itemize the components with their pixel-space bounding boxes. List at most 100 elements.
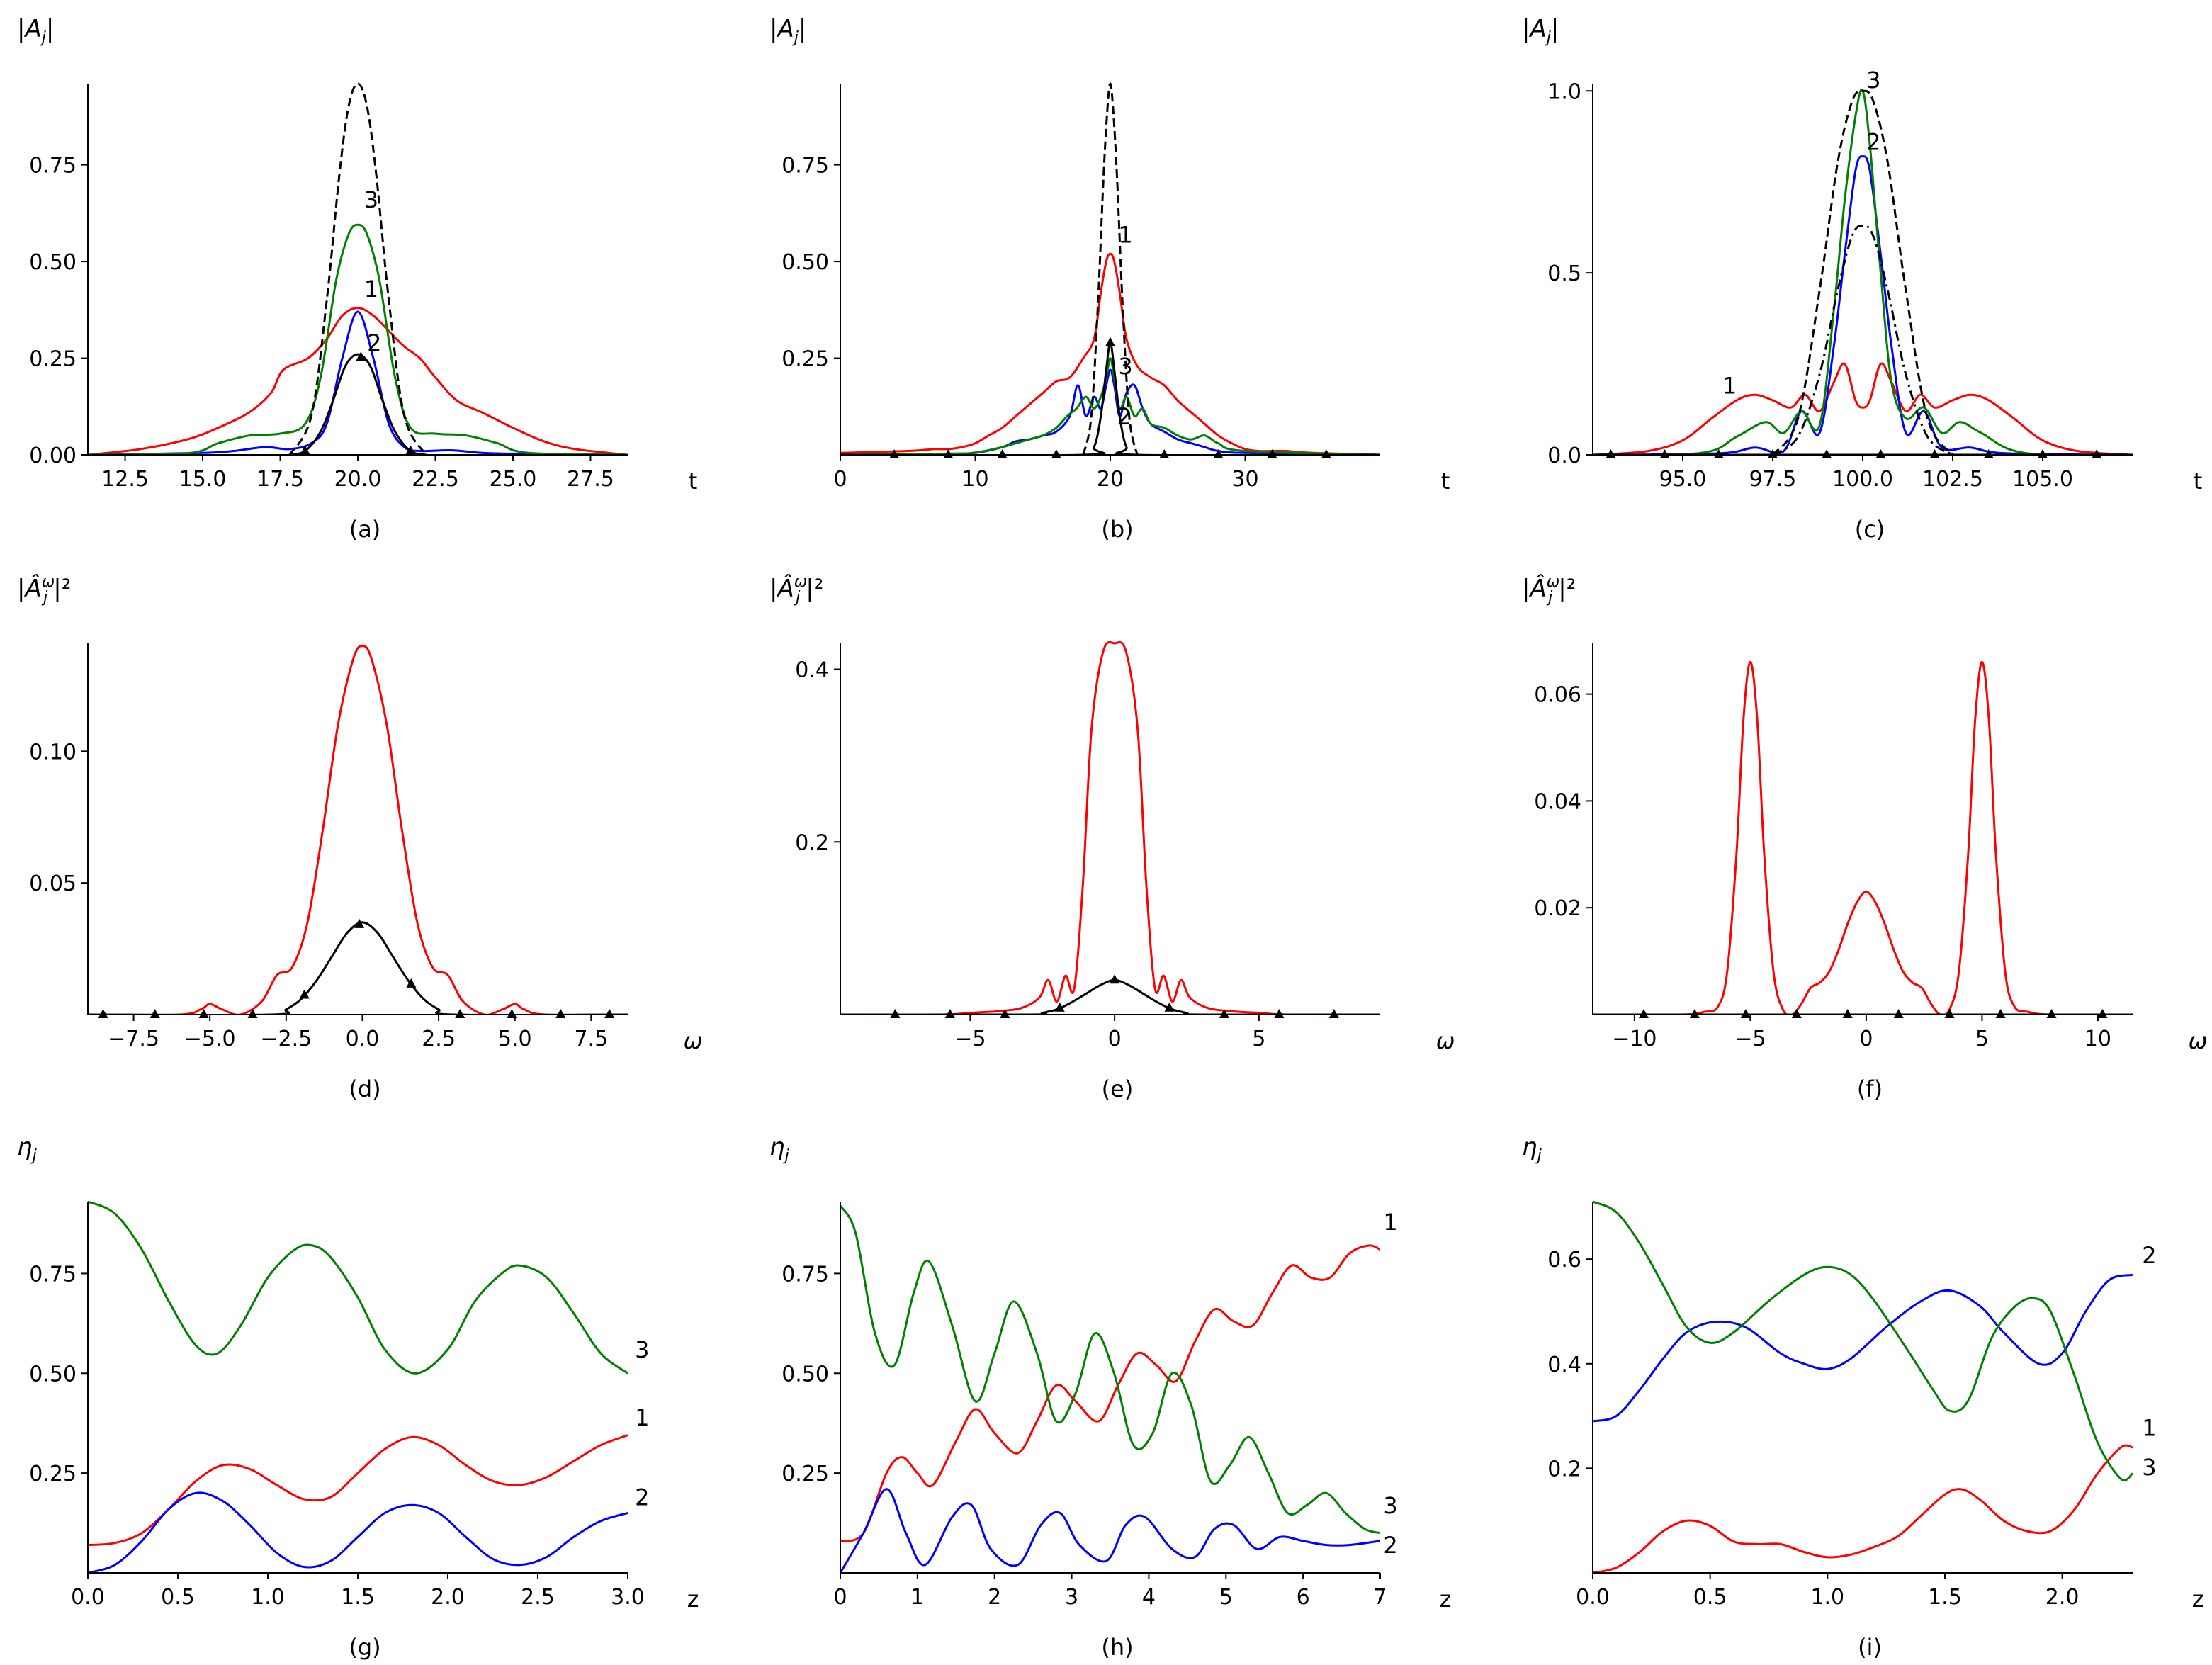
triangle-marker-e-1: [944, 1009, 955, 1018]
curve-label-3: 3: [1866, 67, 1880, 94]
curve-label-3: 3: [1118, 353, 1132, 380]
panel-caption: (a): [349, 516, 381, 543]
y-tick-label: 0.75: [29, 1262, 77, 1287]
x-tick-label: −10: [1612, 1027, 1657, 1051]
series-line-b-0: [840, 252, 1380, 455]
series-line-c-3: [1771, 89, 1954, 455]
curve-label-1: 1: [364, 276, 378, 303]
x-tick-label: 105.0: [2012, 467, 2073, 492]
curve-label-1: 1: [1722, 373, 1737, 400]
panel-caption: (f): [1857, 1076, 1883, 1102]
triangle-marker-b-7: [1267, 449, 1277, 458]
series-line-e-0: [840, 640, 1380, 1015]
y-axis-label: |Aj|: [1522, 15, 1559, 47]
x-tick-label: 2.0: [431, 1585, 465, 1610]
x-axis-label: t: [689, 468, 698, 495]
x-tick-label: 0.5: [1693, 1585, 1727, 1610]
y-tick-label: 0.5: [1547, 261, 1581, 286]
series-line-h-0: [840, 1244, 1380, 1542]
x-tick-label: 0: [1108, 1027, 1122, 1051]
chart-panel-c: 95.0 97.5 100.0 102.5 105.0 0.0 0.5 1.0 3 2 1 t |Aj|…: [1522, 15, 2202, 543]
triangle-marker-b-6: [1213, 449, 1224, 458]
y-tick-label: 0.10: [29, 740, 77, 764]
triangle-marker-a-1: [356, 351, 366, 361]
x-tick-label: 95.0: [1659, 467, 1707, 492]
y-axis-label: |Âω j |²: [17, 573, 71, 606]
curve-label-1: 1: [635, 1404, 649, 1431]
triangle-marker-c-0: [1606, 449, 1616, 458]
triangle-marker-d-4: [299, 989, 310, 999]
x-tick-label: 0: [1859, 1027, 1873, 1051]
triangle-marker-f-4: [1842, 1009, 1853, 1018]
x-tick-label: 1: [910, 1585, 924, 1610]
triangle-marker-b-3: [1051, 449, 1061, 458]
series-line-i-1: [1593, 1273, 2133, 1423]
x-tick-label: −7.5: [108, 1027, 159, 1051]
x-tick-label: 0: [833, 467, 847, 492]
x-axis-label: z: [1440, 1586, 1452, 1613]
triangle-marker-e-0: [890, 1009, 901, 1018]
y-tick-label: 0.05: [29, 871, 77, 896]
y-axis-label: |Âω j |²: [769, 573, 823, 606]
x-axis-label: ω: [684, 1027, 703, 1054]
triangle-marker-d-7: [455, 1009, 465, 1018]
triangle-marker-f-6: [1944, 1009, 1955, 1018]
triangle-marker-c-8: [2038, 449, 2048, 458]
series-line-c-4: [1772, 224, 1953, 455]
series-line-b-3: [1082, 82, 1139, 455]
curve-label-2: 2: [635, 1484, 649, 1511]
triangle-marker-f-9: [2097, 1009, 2108, 1018]
triangle-marker-c-4: [1822, 449, 1832, 458]
triangle-marker-f-1: [1689, 1009, 1700, 1018]
series-line-e-1: [840, 978, 1380, 1015]
x-tick-label: 5: [1252, 1027, 1265, 1051]
chart-panel-e: −5 0 5 0.2 0.4 ω |Âω j |² (e): [769, 573, 1455, 1102]
x-tick-label: 12.5: [101, 467, 149, 492]
x-axis-label: z: [2192, 1586, 2204, 1613]
y-tick-label: 0.50: [29, 250, 77, 275]
curve-label-1: 1: [1383, 1209, 1397, 1236]
series-line-g-2: [88, 1200, 628, 1375]
x-tick-label: 5: [1219, 1585, 1233, 1610]
x-axis-label: t: [2194, 468, 2203, 495]
triangle-marker-f-7: [1995, 1009, 2006, 1018]
triangle-marker-e-8: [1328, 1009, 1339, 1018]
x-tick-label: 1.0: [251, 1585, 285, 1610]
triangle-marker-b-4: [1105, 337, 1115, 346]
curve-label-1: 1: [1118, 221, 1132, 248]
y-tick-label: 0.2: [795, 830, 829, 855]
panel-caption: (e): [1102, 1076, 1134, 1102]
y-tick-label: 0.6: [1547, 1248, 1581, 1272]
x-axis-label: ω: [2189, 1027, 2208, 1054]
x-tick-label: 5.0: [498, 1027, 532, 1051]
y-tick-label: 0.50: [29, 1362, 77, 1387]
x-tick-label: 3: [1065, 1585, 1078, 1610]
y-tick-label: 1.0: [1547, 79, 1581, 104]
panel-caption: (d): [349, 1076, 380, 1102]
triangle-marker-b-1: [943, 449, 954, 458]
triangle-marker-c-5: [1875, 449, 1886, 458]
triangle-marker-a-0: [300, 445, 310, 455]
y-tick-label: 0.25: [29, 1462, 77, 1486]
triangle-marker-e-6: [1219, 1009, 1229, 1018]
x-tick-label: 100.0: [1832, 467, 1893, 492]
triangle-marker-f-8: [2046, 1009, 2057, 1018]
series-line-h-1: [840, 1488, 1380, 1573]
series-line-d-1: [88, 921, 628, 1015]
series-line-a-3: [288, 82, 427, 455]
x-tick-label: 7: [1373, 1585, 1387, 1610]
x-tick-label: 0.0: [1576, 1585, 1610, 1610]
y-axis-label: |Âω j |²: [1522, 573, 1576, 606]
y-tick-label: 0.75: [781, 1262, 829, 1287]
series-line-f-0: [1593, 660, 2133, 1015]
x-tick-label: −5.0: [184, 1027, 236, 1051]
triangle-marker-d-2: [198, 1009, 209, 1018]
x-tick-label: 20.0: [334, 467, 382, 492]
triangle-marker-d-10: [604, 1009, 615, 1018]
series-line-h-2: [840, 1204, 1380, 1535]
y-tick-label: 0.25: [29, 347, 77, 372]
triangle-marker-f-0: [1638, 1009, 1649, 1018]
x-tick-label: 30: [1231, 467, 1258, 492]
y-axis-label: ηj: [1522, 1133, 1542, 1165]
